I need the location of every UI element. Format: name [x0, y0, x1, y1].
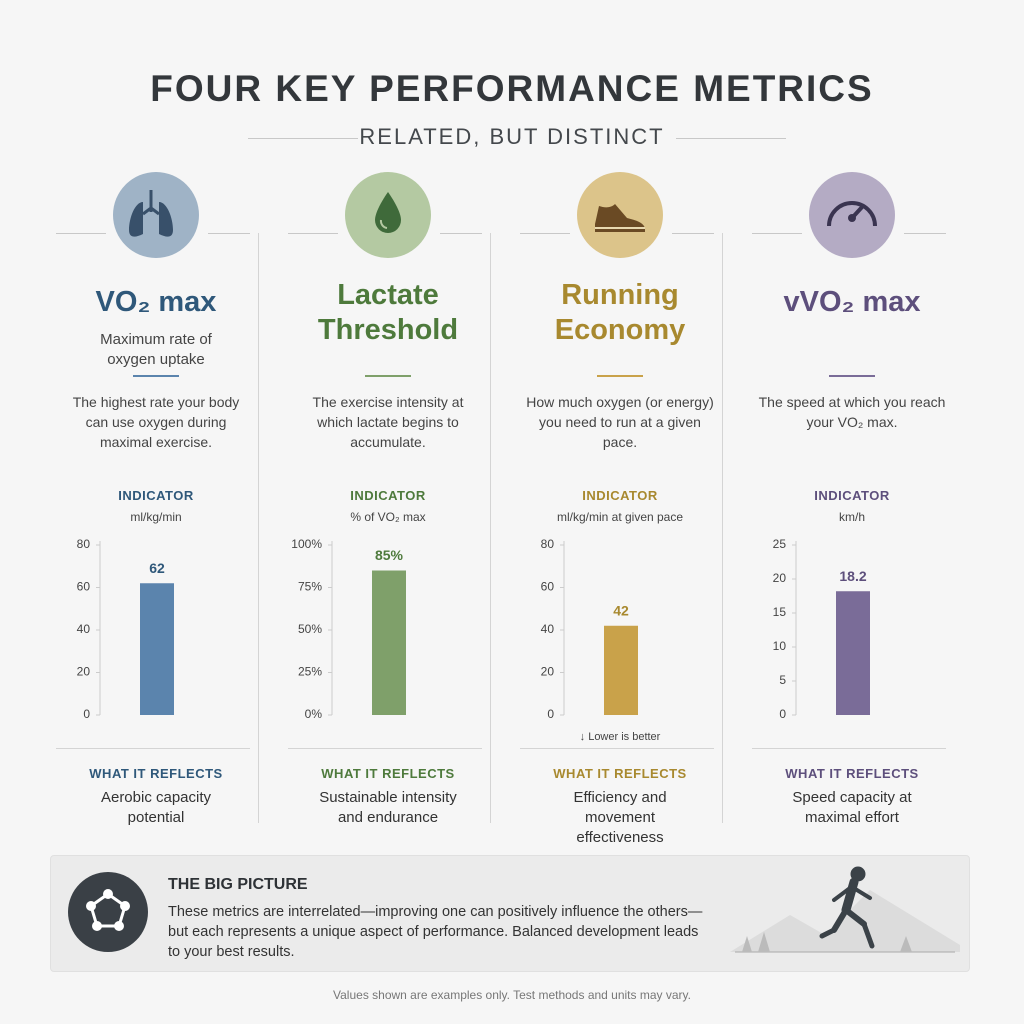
y-tick-label: 20 — [77, 665, 91, 679]
y-tick-label: 25 — [773, 537, 787, 551]
rule — [520, 233, 570, 234]
accent-line — [597, 375, 643, 377]
y-tick-label: 15 — [773, 605, 787, 619]
metric-description: The exercise intensity at which lactate … — [312, 394, 464, 450]
rule — [672, 233, 714, 234]
column-divider — [258, 233, 259, 823]
metric-title: VO₂ max — [95, 286, 217, 318]
rule — [440, 233, 482, 234]
metric-icon — [577, 172, 663, 258]
metric-column: Lactate Threshold The exercise intensity … — [272, 170, 504, 830]
metric-column: vVO₂ max The speed at which you reach you… — [736, 170, 968, 830]
page-subtitle: RELATED, BUT DISTINCT — [359, 124, 665, 149]
indicator-heading: INDICATOR — [814, 488, 890, 503]
rule — [248, 138, 358, 139]
rule — [676, 138, 786, 139]
metric-title: vVO₂ max — [783, 286, 921, 318]
rule — [904, 233, 946, 234]
big-picture-text: These metrics are interrelated—improving… — [168, 904, 703, 960]
reflects-text: Aerobic capacity potential — [100, 789, 212, 826]
metric-icon — [113, 172, 199, 258]
accent-line — [365, 375, 411, 377]
runner-scene — [730, 866, 960, 953]
bar-chart: 0 5 10 15 20 25 18.2 — [773, 537, 870, 721]
big-picture-title: THE BIG PICTURE — [168, 876, 308, 893]
reflects-text: Speed capacity at maximal effort — [792, 789, 912, 826]
metric-description: How much oxygen (or energy) you need to … — [526, 394, 714, 450]
axis-label: km/h — [838, 510, 865, 524]
metric-description: The highest rate your body can use oxyge… — [72, 394, 240, 450]
y-tick-label: 0 — [83, 707, 90, 721]
y-tick-label: 0 — [547, 707, 554, 721]
y-tick-label: 60 — [77, 580, 91, 594]
reflects-text: Sustainable intensity and endurance — [319, 789, 457, 826]
y-tick-label: 0 — [779, 707, 786, 721]
y-tick-label: 0% — [305, 707, 323, 721]
value-label: 62 — [149, 560, 165, 576]
metric-description: The speed at which you reach your VO₂ ma… — [758, 394, 946, 430]
indicator-heading: INDICATOR — [582, 488, 658, 503]
column-divider — [490, 233, 491, 823]
y-tick-label: 10 — [773, 639, 787, 653]
metric-title: Lactate Threshold — [317, 279, 459, 346]
reflects-text: Efficiency and movement effectiveness — [573, 789, 667, 846]
metric-icon — [809, 172, 895, 258]
bar-chart: 0% 25% 50% 75% 100% 85% — [291, 537, 406, 721]
value-label: 85% — [375, 547, 404, 563]
y-tick-label: 25% — [298, 665, 322, 679]
rule — [56, 233, 106, 234]
network-icon — [68, 872, 148, 952]
y-tick-label: 80 — [541, 537, 555, 551]
y-tick-label: 60 — [541, 580, 555, 594]
bar — [604, 625, 638, 715]
rule — [208, 233, 250, 234]
axis-label: ml/kg/min at given pace — [556, 510, 684, 524]
separator — [56, 748, 250, 749]
y-tick-label: 80 — [77, 537, 91, 551]
accent-line — [133, 375, 179, 377]
separator — [752, 748, 946, 749]
bar — [372, 570, 406, 715]
y-tick-label: 20 — [541, 665, 555, 679]
footnote: Values shown are examples only. Test met… — [333, 988, 691, 1002]
metric-icon — [345, 172, 431, 258]
y-tick-label: 75% — [298, 580, 322, 594]
reflects-heading: WHAT IT REFLECTS — [89, 766, 223, 781]
rule — [288, 233, 338, 234]
bar — [836, 591, 870, 715]
rule — [752, 233, 802, 234]
indicator-heading: INDICATOR — [118, 488, 194, 503]
value-label: 18.2 — [839, 568, 866, 584]
metric-title: Running Economy — [554, 279, 686, 346]
metric-column: VO₂ max Maximum rate of oxygen uptake The … — [40, 170, 272, 830]
chart-note: ↓ Lower is better — [580, 731, 661, 743]
y-tick-label: 50% — [298, 622, 322, 636]
y-tick-label: 40 — [541, 622, 555, 636]
bar-chart: 0 20 40 60 80 62 — [77, 537, 174, 721]
reflects-heading: WHAT IT REFLECTS — [785, 766, 919, 781]
separator — [288, 748, 482, 749]
axis-label: % of VO₂ max — [350, 510, 426, 524]
bar-chart: 0 20 40 60 80 42 ↓ Lower is better — [541, 537, 661, 743]
y-tick-label: 100% — [291, 537, 322, 551]
bar — [140, 583, 174, 715]
indicator-heading: INDICATOR — [350, 488, 426, 503]
page-title: FOUR KEY PERFORMANCE METRICS — [150, 68, 874, 109]
icon-circle — [113, 172, 199, 258]
y-tick-label: 40 — [77, 622, 91, 636]
reflects-heading: WHAT IT REFLECTS — [321, 766, 455, 781]
axis-label: ml/kg/min — [130, 510, 182, 524]
y-tick-label: 20 — [773, 571, 787, 585]
accent-line — [829, 375, 875, 377]
metric-column: Running Economy How much oxygen (or energ… — [504, 170, 736, 846]
value-label: 42 — [613, 602, 629, 618]
separator — [520, 748, 714, 749]
column-divider — [722, 233, 723, 823]
y-tick-label: 5 — [779, 673, 786, 687]
reflects-heading: WHAT IT REFLECTS — [553, 766, 687, 781]
metric-subtitle: Maximum rate of oxygen uptake — [100, 331, 212, 368]
